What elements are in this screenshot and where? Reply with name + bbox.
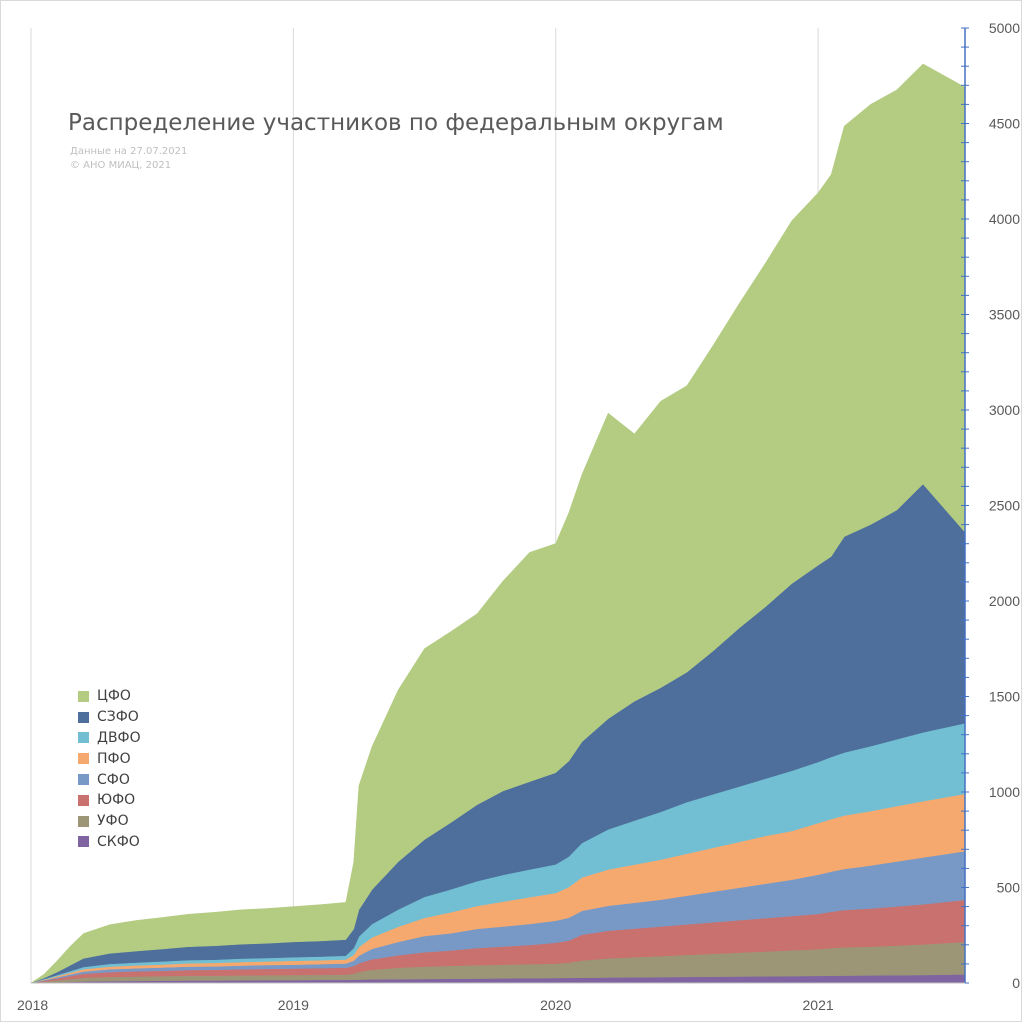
chart-note-copyright: © АНО МИАЦ, 2021 — [70, 160, 172, 171]
chart-title: Распределение участников по федеральным … — [68, 110, 724, 136]
legend-item-ДВФО: ДВФО — [78, 728, 141, 749]
y-tick-label-4000: 4000 — [989, 211, 1020, 227]
y-tick-label-2000: 2000 — [989, 593, 1020, 609]
legend-swatch — [78, 753, 89, 765]
legend-item-СФО: СФО — [78, 769, 141, 790]
legend-label: СФО — [97, 771, 130, 788]
legend-label: ПФО — [97, 750, 131, 767]
legend-swatch — [78, 794, 89, 806]
legend-item-УФО: УФО — [78, 811, 141, 832]
chart-note-date: Данные на 27.07.2021 — [70, 146, 188, 157]
x-tick-label-2021: 2021 — [803, 997, 834, 1013]
legend-label: УФО — [97, 813, 129, 830]
y-tick-label-3000: 3000 — [989, 402, 1020, 418]
x-tick-label-2019: 2019 — [278, 997, 309, 1013]
legend: ЦФО СЗФО ДВФО ПФО СФО ЮФО УФО СКФО — [78, 686, 141, 852]
y-tick-label-500: 500 — [997, 880, 1021, 896]
legend-item-СКФО: СКФО — [78, 832, 141, 853]
y-tick-label-2500: 2500 — [989, 498, 1020, 514]
legend-label: СКФО — [97, 833, 140, 850]
legend-label: ЦФО — [97, 688, 131, 705]
legend-swatch — [78, 815, 89, 827]
legend-swatch — [78, 690, 89, 702]
y-tick-label-0: 0 — [1012, 975, 1020, 991]
legend-item-СЗФО: СЗФО — [78, 707, 141, 728]
x-tick-label-2018: 2018 — [17, 997, 48, 1013]
legend-item-ПФО: ПФО — [78, 748, 141, 769]
legend-swatch — [78, 774, 89, 786]
legend-label: ЮФО — [97, 792, 136, 809]
x-tick-label-2020: 2020 — [540, 997, 571, 1013]
legend-item-ЮФО: ЮФО — [78, 790, 141, 811]
legend-label: ДВФО — [97, 729, 141, 746]
axes: 0 500 1000 1500 2000 2500 3000 3500 4000 4500 5000… — [17, 20, 1020, 1013]
legend-swatch — [78, 711, 89, 723]
legend-swatch — [78, 836, 89, 848]
y-tick-label-4500: 4500 — [989, 116, 1020, 132]
area-series — [30, 63, 966, 984]
y-tick-label-5000: 5000 — [989, 20, 1020, 36]
y-tick-label-3500: 3500 — [989, 307, 1020, 323]
y-tick-label-1000: 1000 — [989, 784, 1020, 800]
y-tick-label-1500: 1500 — [989, 689, 1020, 705]
legend-label: СЗФО — [97, 709, 139, 726]
legend-swatch — [78, 732, 89, 744]
legend-item-ЦФО: ЦФО — [78, 686, 141, 707]
